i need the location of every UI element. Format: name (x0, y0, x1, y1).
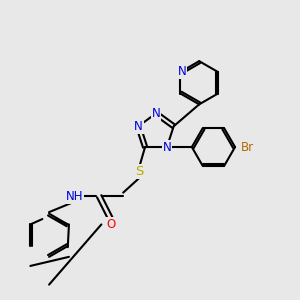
Text: Br: Br (241, 140, 254, 154)
Text: N: N (134, 120, 143, 133)
Text: O: O (106, 218, 115, 231)
Text: N: N (163, 140, 171, 154)
Text: S: S (136, 165, 144, 178)
Text: N: N (152, 107, 160, 120)
Text: NH: NH (66, 190, 83, 203)
Text: N: N (178, 65, 186, 78)
